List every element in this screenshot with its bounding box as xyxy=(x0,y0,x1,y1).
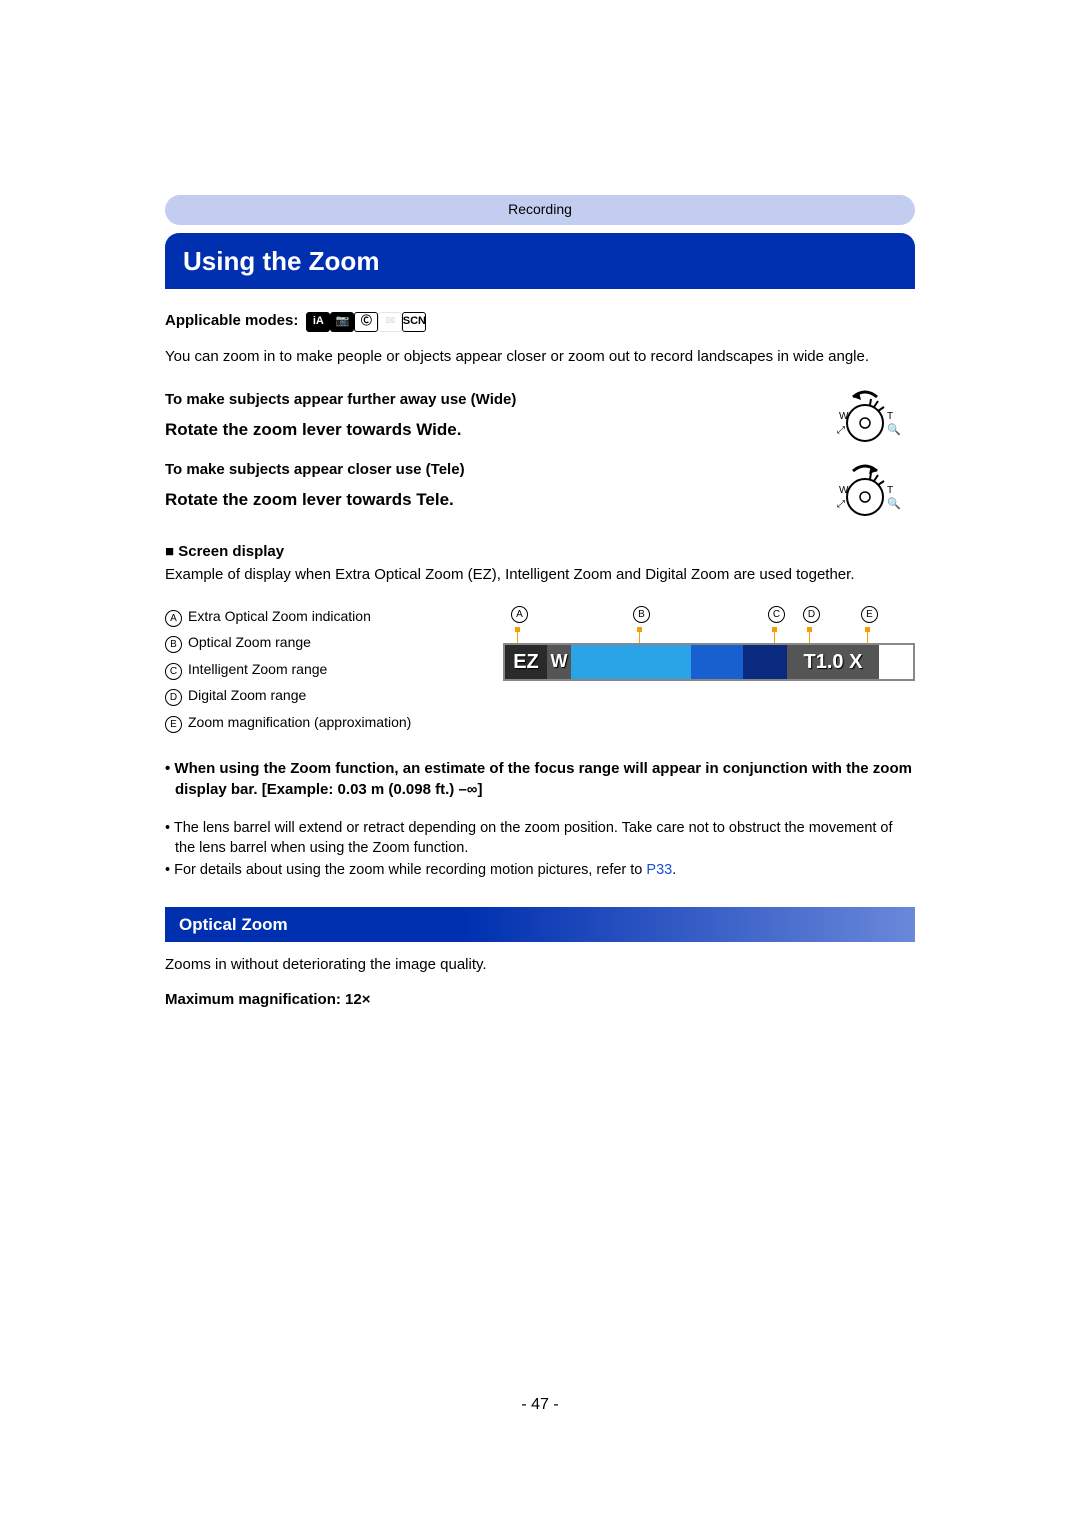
legend-text: Intelligent Zoom range xyxy=(188,661,327,677)
zoom-bar-segment xyxy=(691,645,743,679)
svg-text:W: W xyxy=(839,485,849,496)
optical-zoom-heading: Optical Zoom xyxy=(165,907,915,943)
mode-icon: SCN xyxy=(402,312,426,332)
focus-range-note: • When using the Zoom function, an estim… xyxy=(165,758,915,800)
legend-letter: C xyxy=(165,663,182,680)
legend-item: A Extra Optical Zoom indication xyxy=(165,603,475,630)
zoom-bar-diagram: A B CD E EZW T1.0 X xyxy=(503,603,915,736)
legend-item: E Zoom magnification (approximation) xyxy=(165,709,475,736)
note-motion-ref: • For details about using the zoom while… xyxy=(165,860,915,880)
zoom-instruction-block: To make subjects appear further away use… xyxy=(165,389,915,519)
legend-and-bar: A Extra Optical Zoom indication B Optical Z… xyxy=(165,603,915,736)
bar-tick xyxy=(867,629,868,643)
legend-letter: D xyxy=(165,689,182,706)
zoom-bar-segment: T1.0 X xyxy=(787,645,879,679)
lever-tele-icon: W ⤢ T 🔍 xyxy=(815,463,915,519)
mode-icon: Ⓒ xyxy=(354,312,378,332)
intro-paragraph: You can zoom in to make people or object… xyxy=(165,346,915,367)
mode-icon: 📷 xyxy=(330,312,354,332)
svg-text:T: T xyxy=(887,485,893,496)
legend-text: Extra Optical Zoom indication xyxy=(188,608,371,624)
zoom-bar-segment: EZ xyxy=(505,645,547,679)
legend-letter: B xyxy=(165,636,182,653)
tele-action: Rotate the zoom lever towards Tele. xyxy=(165,488,795,512)
legend-text: Optical Zoom range xyxy=(188,634,311,650)
bar-tick xyxy=(774,629,775,643)
additional-notes: • The lens barrel will extend or retract… xyxy=(165,818,915,881)
page-number: - 47 - xyxy=(0,1394,1080,1416)
legend-item: C Intelligent Zoom range xyxy=(165,656,475,683)
lever-diagrams: W ⤢ T 🔍 W ⤢ T 🔍 xyxy=(815,389,915,519)
svg-text:🔍: 🔍 xyxy=(887,496,901,510)
wide-when: To make subjects appear further away use… xyxy=(165,389,795,410)
legend-letter: A xyxy=(165,610,182,627)
svg-text:⤢: ⤢ xyxy=(837,499,845,510)
applicable-modes-row: Applicable modes: iA📷Ⓒ✉SCN xyxy=(165,309,915,332)
bar-tick xyxy=(517,629,518,643)
note-lens-barrel: • The lens barrel will extend or retract… xyxy=(165,818,915,859)
bar-label: B xyxy=(633,603,650,624)
zoom-bar-segment xyxy=(571,645,691,679)
svg-text:⤢: ⤢ xyxy=(837,425,845,436)
lever-wide-icon: W ⤢ T 🔍 xyxy=(815,389,915,445)
tele-when: To make subjects appear closer use (Tele… xyxy=(165,459,795,480)
optical-zoom-text: Zooms in without deteriorating the image… xyxy=(165,954,915,975)
page-title: Using the Zoom xyxy=(165,233,915,289)
legend-letter: E xyxy=(165,716,182,733)
svg-text:🔍: 🔍 xyxy=(887,422,901,436)
bar-label: C xyxy=(768,603,785,624)
legend-text: Zoom magnification (approximation) xyxy=(188,714,411,730)
zoom-bar-segment xyxy=(743,645,787,679)
wide-action: Rotate the zoom lever towards Wide. xyxy=(165,418,795,442)
max-magnification: Maximum magnification: 12× xyxy=(165,989,915,1010)
svg-text:W: W xyxy=(839,411,849,422)
screen-display-heading: Screen display xyxy=(165,541,915,562)
bar-label: A xyxy=(511,603,528,624)
legend-item: B Optical Zoom range xyxy=(165,629,475,656)
legend-item: D Digital Zoom range xyxy=(165,682,475,709)
bar-tick xyxy=(809,629,810,643)
screen-display-text: Example of display when Extra Optical Zo… xyxy=(165,564,915,585)
legend-list: A Extra Optical Zoom indication B Optical Z… xyxy=(165,603,475,736)
category-pill: Recording xyxy=(165,195,915,225)
svg-text:T: T xyxy=(887,411,893,422)
p33-link[interactable]: P33 xyxy=(646,862,672,878)
bar-tick xyxy=(639,629,640,643)
zoom-bar-segment: W xyxy=(547,645,571,679)
bar-label: E xyxy=(861,603,878,624)
mode-icon: ✉ xyxy=(378,312,402,332)
legend-text: Digital Zoom range xyxy=(188,687,306,703)
bar-label: D xyxy=(803,603,820,624)
mode-icon: iA xyxy=(306,312,330,332)
modes-label: Applicable modes: xyxy=(165,310,298,331)
